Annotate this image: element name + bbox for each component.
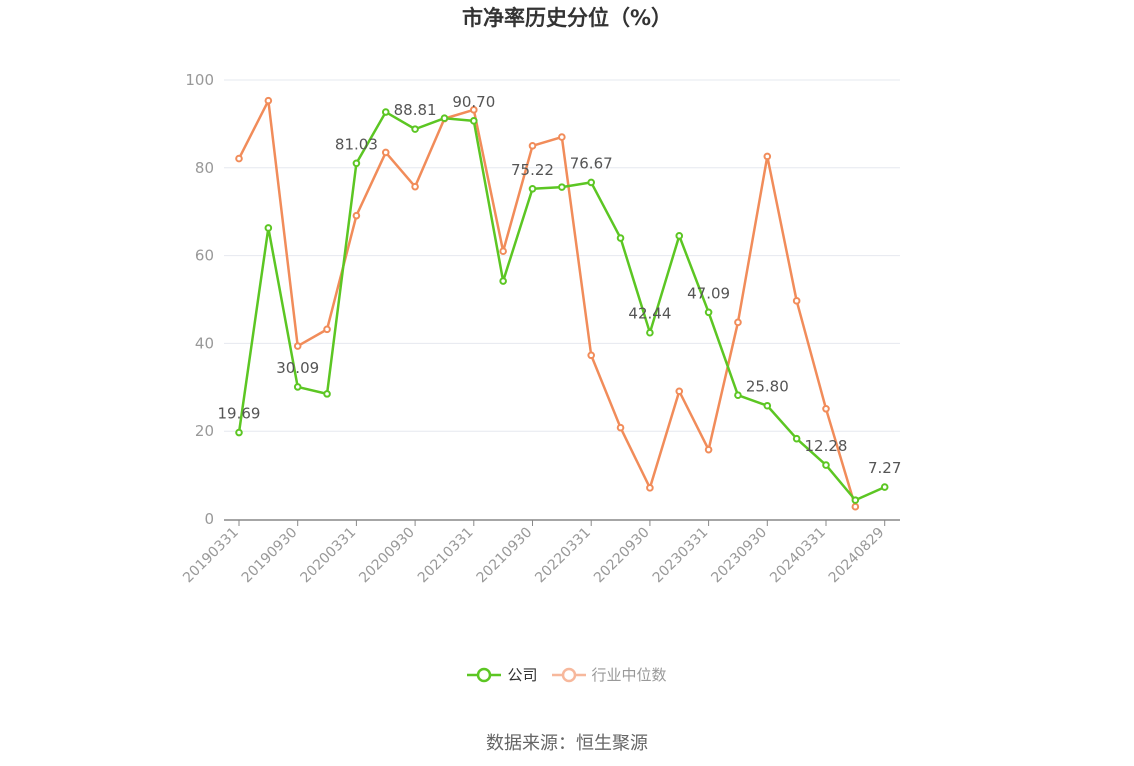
point-industry [293, 342, 302, 350]
data-label-company: 81.03 [335, 135, 378, 153]
point-company [293, 383, 302, 391]
point-company [323, 390, 331, 398]
point-company [880, 483, 889, 491]
data-label-company: 7.27 [868, 459, 901, 477]
point-company [822, 461, 830, 469]
legend-label-industry: 行业中位数 [591, 666, 667, 684]
point-industry [587, 351, 596, 360]
x-tick-label: 20220331 [532, 525, 594, 587]
point-industry [792, 297, 801, 305]
point-industry [734, 318, 742, 327]
series-line-company [237, 110, 886, 502]
point-industry [704, 445, 713, 454]
point-company [704, 308, 713, 317]
x-tick-label: 20200930 [356, 525, 418, 587]
legend-label-company: 公司 [507, 666, 538, 684]
data-label-company: 30.09 [276, 359, 319, 377]
legend-industry-marker [551, 667, 586, 682]
x-tick-label: 20220930 [591, 525, 653, 587]
point-company [734, 391, 742, 400]
data-label-company: 75.22 [511, 161, 554, 179]
line-chart: 0 20 40 60 80 100 2019033120190930202003312020… [180, 71, 901, 587]
point-industry [470, 106, 478, 114]
point-company [587, 178, 596, 187]
y-tick-label: 40 [195, 334, 214, 352]
chart-title: 市净率历史分位（%） [461, 6, 673, 30]
point-company [381, 108, 390, 116]
point-company [235, 428, 243, 437]
point-industry [558, 133, 566, 141]
data-source: 数据来源：恒生聚源 [486, 733, 648, 754]
point-industry [352, 211, 361, 220]
point-company [528, 184, 537, 193]
point-industry [646, 484, 654, 492]
data-label-company: 90.70 [452, 93, 495, 111]
point-industry [264, 96, 273, 105]
point-company [851, 496, 860, 504]
point-company [616, 234, 625, 242]
legend-item-company[interactable]: 公司 [467, 664, 538, 685]
point-industry [763, 152, 772, 161]
point-company [264, 224, 273, 232]
x-tick-label: 20200331 [298, 525, 360, 587]
point-industry [381, 148, 390, 157]
point-company [558, 183, 566, 191]
point-company [352, 159, 361, 168]
point-industry [499, 247, 507, 256]
point-company [646, 328, 654, 337]
data-label-company: 88.81 [394, 101, 437, 119]
data-label-company: 47.09 [687, 284, 730, 302]
x-tick-label: 20210930 [474, 525, 536, 587]
point-company [499, 277, 507, 285]
chart-legend: 公司 行业中位数 [0, 664, 1134, 685]
point-company [411, 125, 419, 133]
data-label-company: 25.80 [746, 378, 789, 396]
y-tick-label: 20 [195, 422, 214, 440]
point-industry [616, 423, 625, 432]
data-label-company: 76.67 [570, 154, 613, 172]
legend-company-marker [467, 667, 502, 682]
point-industry [411, 182, 419, 191]
point-industry [528, 142, 537, 150]
y-tick-label: 80 [195, 159, 214, 177]
point-industry [822, 405, 830, 413]
point-company [675, 232, 684, 240]
point-industry [235, 154, 243, 163]
data-label-company: 19.69 [218, 405, 261, 423]
point-company [440, 114, 449, 122]
x-tick-label: 20230930 [708, 525, 770, 587]
x-tick-label: 20230331 [650, 525, 712, 587]
x-tick-label: 20240829 [826, 525, 888, 587]
y-tick-label: 100 [185, 71, 214, 89]
point-company [763, 401, 772, 410]
data-label-company: 12.28 [805, 437, 848, 455]
y-tick-label: 0 [204, 510, 214, 528]
point-industry [323, 325, 331, 334]
legend-item-industry[interactable]: 行业中位数 [551, 664, 667, 685]
point-company [792, 434, 801, 443]
y-tick-label: 60 [195, 247, 214, 265]
x-tick-label: 20190930 [239, 525, 301, 587]
x-tick-label: 20240331 [767, 525, 829, 587]
data-label-company: 42.44 [628, 305, 671, 323]
point-industry [675, 387, 684, 396]
x-tick-label: 20190331 [180, 525, 242, 587]
point-industry [851, 502, 860, 511]
x-tick-label: 20210331 [415, 525, 477, 587]
point-company [470, 117, 478, 125]
